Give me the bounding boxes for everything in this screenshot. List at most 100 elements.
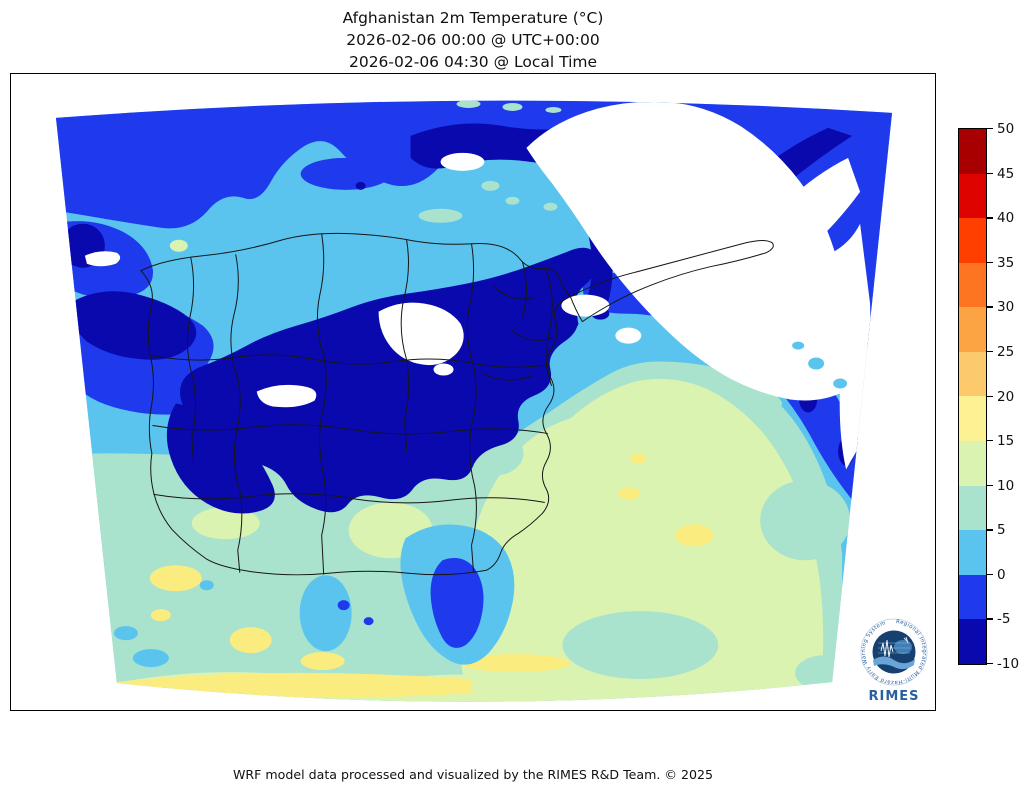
contour-blob bbox=[418, 208, 463, 223]
contour-blob bbox=[574, 185, 613, 308]
logo-brand-text: RIMES bbox=[868, 689, 919, 704]
contour-blob bbox=[68, 291, 197, 360]
contour-blob bbox=[505, 196, 520, 205]
contour-blob bbox=[229, 627, 272, 654]
colorbar-tick-label: -5 bbox=[997, 611, 1011, 628]
colorbar-cell bbox=[959, 396, 986, 442]
contour-blob bbox=[132, 649, 169, 668]
contour-blob bbox=[256, 384, 317, 408]
contour-blob bbox=[433, 363, 454, 376]
contour-blob bbox=[618, 487, 641, 500]
colorbar-tick-mark bbox=[987, 172, 993, 174]
contour-blob bbox=[833, 378, 848, 389]
boundary-line bbox=[481, 373, 533, 381]
contour-blob bbox=[460, 654, 571, 673]
colorbar-ticks: 50 45 40 35 30 25 20 15 10 5 0 -5 -10 bbox=[987, 121, 1026, 672]
logo-wave bbox=[873, 656, 915, 670]
colorbar-cell bbox=[959, 530, 986, 575]
contour-blob bbox=[675, 524, 714, 547]
contour-blob bbox=[199, 580, 214, 591]
colorbar-tick-label: 30 bbox=[997, 299, 1015, 316]
boundary-line bbox=[545, 269, 553, 387]
contour-blob bbox=[300, 652, 345, 671]
contour-blob bbox=[562, 611, 719, 680]
contour-blob bbox=[456, 100, 481, 108]
boundary-line bbox=[491, 285, 533, 300]
colorbar-tick-mark bbox=[987, 350, 993, 353]
plot-frame bbox=[10, 73, 936, 711]
contour-blob bbox=[786, 157, 861, 246]
below-range-white-group bbox=[84, 101, 871, 470]
title-line-3: 2026-02-06 04:30 @ Local Time bbox=[348, 53, 598, 71]
boundary-line bbox=[151, 354, 549, 368]
contour-blob bbox=[113, 626, 138, 641]
contour-blob bbox=[594, 133, 627, 146]
contour-blob bbox=[792, 341, 805, 350]
logo-seismogram bbox=[880, 639, 894, 658]
title-line-2: 2026-02-06 00:00 @ UTC+00:00 bbox=[346, 31, 600, 49]
colorbar-tick-label: 25 bbox=[997, 343, 1015, 360]
colorbar-tick-mark bbox=[987, 573, 993, 576]
boundary-line bbox=[511, 330, 553, 341]
colorbar-tick-label: 50 bbox=[997, 121, 1015, 137]
colorbar-cell bbox=[959, 218, 986, 263]
contour-blob bbox=[191, 507, 260, 540]
boundary-line bbox=[400, 239, 410, 451]
contour-blob bbox=[150, 609, 171, 622]
band-neg5-0-north bbox=[55, 100, 893, 439]
contour-blob bbox=[169, 239, 188, 252]
colorbar-cell bbox=[959, 619, 986, 664]
colorbar-tick-label: 5 bbox=[997, 522, 1006, 539]
map-layers bbox=[55, 100, 893, 702]
province-boundaries bbox=[140, 232, 774, 576]
contour-blob bbox=[795, 655, 856, 692]
contour-blob bbox=[545, 106, 562, 113]
colorbar-tick-label: 15 bbox=[997, 433, 1015, 450]
northeast-high-mountain-region bbox=[526, 101, 851, 401]
colorbar-cell bbox=[959, 262, 986, 308]
colorbar-tick-mark bbox=[987, 440, 993, 442]
colorbar-tick-label: 45 bbox=[997, 165, 1015, 182]
temperature-map-svg bbox=[55, 100, 893, 702]
contour-blob bbox=[166, 403, 275, 514]
north-specks bbox=[418, 100, 848, 389]
contour-blob bbox=[502, 102, 523, 111]
contour-blob bbox=[543, 202, 558, 211]
contour-blob bbox=[562, 318, 579, 329]
colorbar-cell bbox=[959, 307, 986, 352]
colorbar-tick-mark bbox=[987, 395, 993, 397]
contour-blob bbox=[149, 565, 202, 592]
boundary-line bbox=[230, 254, 243, 573]
colorbar-tick-mark bbox=[987, 128, 993, 130]
contour-blob bbox=[630, 453, 647, 464]
contour-blob bbox=[299, 575, 352, 652]
colorbar-tick-mark bbox=[987, 217, 993, 219]
contour-blob bbox=[615, 327, 642, 344]
contour-blob bbox=[459, 378, 824, 702]
contour-blob bbox=[363, 617, 374, 626]
colorbar-cell bbox=[959, 173, 986, 219]
boundary-line bbox=[153, 493, 545, 504]
contour-blob bbox=[355, 181, 366, 190]
rimes-logo-svg: Regional Integrated Multi-Hazard Early W… bbox=[860, 618, 928, 704]
band-5-10-patches bbox=[467, 431, 856, 692]
colorbar-tick-label: 40 bbox=[997, 210, 1015, 227]
title-line-1: Afghanistan 2m Temperature (°C) bbox=[342, 9, 604, 27]
contour-blob bbox=[84, 251, 121, 267]
title-block: Afghanistan 2m Temperature (°C) 2026-02-… bbox=[10, 7, 936, 73]
logo-globe-landmass bbox=[894, 640, 912, 654]
colorbar-tick-mark bbox=[987, 484, 993, 487]
contour-blob bbox=[760, 480, 851, 561]
colorbar-tick-mark bbox=[987, 261, 993, 264]
central-mountain-cold-mass bbox=[180, 247, 599, 513]
contour-blob bbox=[863, 479, 878, 504]
contour-blob bbox=[430, 558, 484, 648]
colorbar-cell bbox=[959, 574, 986, 620]
colorbar-cell bbox=[959, 129, 986, 174]
logo-satellite bbox=[903, 636, 909, 644]
contour-blob bbox=[378, 302, 464, 366]
colorbar-tick-mark bbox=[987, 618, 993, 620]
colorbar-tick-mark bbox=[987, 663, 993, 665]
boundary-line bbox=[466, 243, 477, 573]
